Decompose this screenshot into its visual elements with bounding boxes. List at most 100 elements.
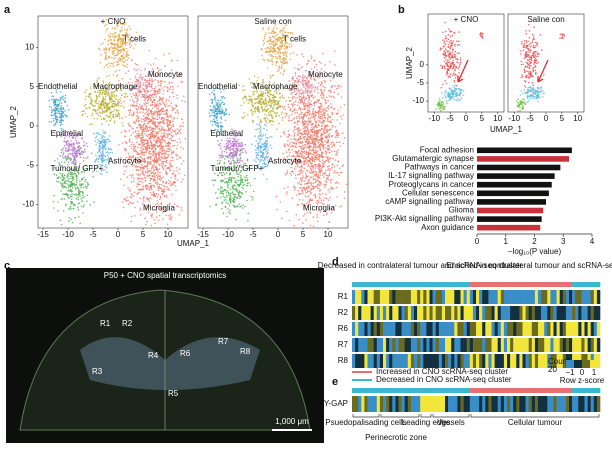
cell-point	[80, 184, 83, 187]
cell-point	[262, 134, 265, 136]
cell-point	[116, 25, 118, 28]
cell-point	[239, 195, 242, 198]
cell-point	[263, 163, 266, 165]
cell-point	[155, 216, 158, 218]
cell-point	[98, 148, 100, 150]
cell-point	[321, 124, 323, 127]
cell-point	[170, 216, 173, 219]
cell-point	[150, 137, 152, 139]
cell-point	[126, 28, 129, 31]
cell-point	[111, 104, 113, 106]
cell-point	[130, 95, 133, 98]
cell-point	[109, 98, 111, 101]
cell-point	[145, 149, 148, 151]
cell-point	[315, 135, 317, 137]
cell-point	[303, 213, 306, 215]
cell-point	[271, 124, 273, 126]
cell-point	[232, 157, 234, 160]
cell-point	[117, 41, 119, 43]
cell-point	[157, 173, 159, 176]
cell-point	[81, 114, 84, 117]
cell-point	[167, 150, 169, 153]
cell-point	[257, 116, 259, 118]
cell-point	[226, 196, 228, 198]
cell-point	[129, 109, 131, 111]
cell-point	[223, 113, 226, 116]
cell-point	[265, 98, 267, 101]
cell-point	[276, 70, 279, 73]
cell-point	[57, 109, 59, 112]
cell-point	[98, 91, 101, 94]
cell-point	[220, 179, 222, 181]
cell-point	[162, 162, 164, 165]
cell-point	[129, 138, 131, 140]
cell-point	[146, 110, 149, 112]
cell-point	[155, 57, 157, 60]
cell-point	[158, 159, 161, 161]
cell-point	[141, 132, 144, 135]
cell-point	[75, 168, 77, 171]
cell-point	[150, 86, 153, 89]
cell-point	[171, 159, 174, 162]
cell-point	[145, 223, 147, 226]
cell-point	[149, 192, 152, 194]
cell-point	[176, 170, 178, 172]
cell-point	[70, 148, 72, 151]
cell-point	[152, 120, 155, 123]
cell-point	[334, 64, 336, 66]
cell-point	[226, 155, 229, 158]
cell-point	[161, 127, 164, 129]
cell-point	[286, 48, 288, 50]
cell-point	[72, 146, 75, 149]
x-tick-label: -5	[89, 230, 97, 239]
cell-point	[248, 95, 251, 97]
cell-point	[76, 143, 78, 145]
cell-point	[318, 193, 321, 195]
cell-point	[271, 43, 274, 46]
cell-point	[102, 152, 104, 155]
cell-point	[75, 156, 77, 158]
cell-point	[167, 148, 169, 150]
cell-point	[70, 194, 72, 196]
cell-point	[89, 92, 92, 95]
cell-point	[236, 160, 239, 162]
cell-point	[61, 112, 63, 115]
cell-point	[237, 179, 239, 182]
panel-label: a	[4, 4, 11, 16]
cell-point	[179, 125, 181, 128]
cell-point	[157, 139, 160, 142]
cell-point	[262, 91, 265, 93]
cell-point	[65, 204, 67, 207]
cell-point	[134, 206, 136, 209]
cell-point	[84, 180, 86, 183]
cell-point	[257, 158, 260, 161]
cell-point	[136, 118, 138, 120]
cell-point	[235, 145, 237, 147]
cell-point	[161, 157, 164, 160]
cell-point	[156, 107, 158, 110]
cell-point	[331, 126, 334, 128]
cell-point	[264, 47, 267, 50]
cell-point	[103, 93, 106, 95]
cell-point	[237, 183, 240, 186]
cell-point	[69, 207, 71, 209]
cell-point	[214, 116, 216, 118]
cell-point	[120, 41, 122, 43]
cell-point	[335, 181, 338, 183]
cell-point	[139, 106, 142, 108]
cell-point	[217, 99, 220, 101]
cell-point	[56, 120, 58, 123]
cell-point	[64, 100, 66, 103]
cell-point	[156, 200, 159, 202]
cell-point	[268, 43, 271, 45]
cell-point	[143, 122, 146, 125]
cell-point	[265, 150, 268, 153]
cell-point	[220, 99, 222, 102]
cell-point	[107, 66, 109, 69]
cell-point	[62, 111, 64, 113]
cell-point	[130, 44, 133, 47]
cell-point	[102, 89, 105, 91]
cell-point	[56, 112, 59, 115]
cell-point	[211, 124, 214, 126]
cell-point	[145, 83, 147, 85]
